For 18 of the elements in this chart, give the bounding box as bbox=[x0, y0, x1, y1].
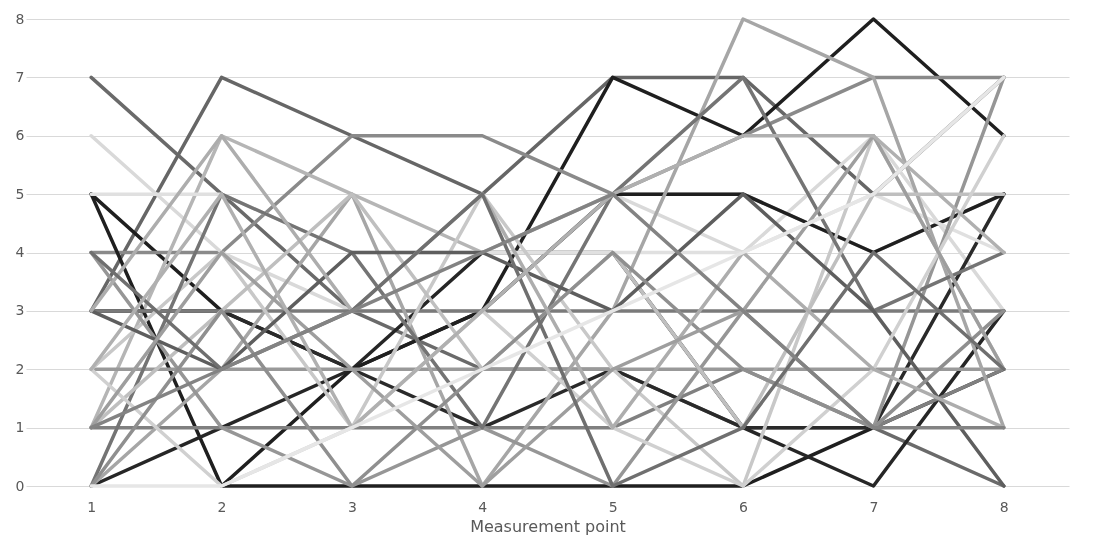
y-tick-label: 4 bbox=[15, 244, 25, 260]
y-tick-label: 7 bbox=[15, 68, 25, 85]
x-tick-label: 8 bbox=[999, 498, 1009, 515]
y-tick-label: 0 bbox=[15, 477, 25, 494]
y-tick-label: 2 bbox=[15, 360, 25, 377]
x-axis-title: Measurement point bbox=[470, 516, 626, 536]
x-tick-label: 3 bbox=[347, 498, 357, 515]
x-tick-label: 2 bbox=[217, 498, 227, 515]
x-tick-label: 1 bbox=[87, 498, 97, 515]
y-tick-label: 5 bbox=[15, 185, 25, 202]
x-tick-label: 5 bbox=[608, 498, 618, 515]
x-tick-label: 4 bbox=[478, 498, 488, 515]
x-tick-label: 7 bbox=[869, 498, 879, 515]
y-tick-label: 8 bbox=[15, 10, 25, 27]
y-tick-label: 6 bbox=[15, 127, 25, 144]
y-tick-label: 1 bbox=[15, 419, 25, 436]
y-tick-label: 3 bbox=[15, 302, 25, 319]
x-tick-label: 6 bbox=[739, 498, 749, 515]
